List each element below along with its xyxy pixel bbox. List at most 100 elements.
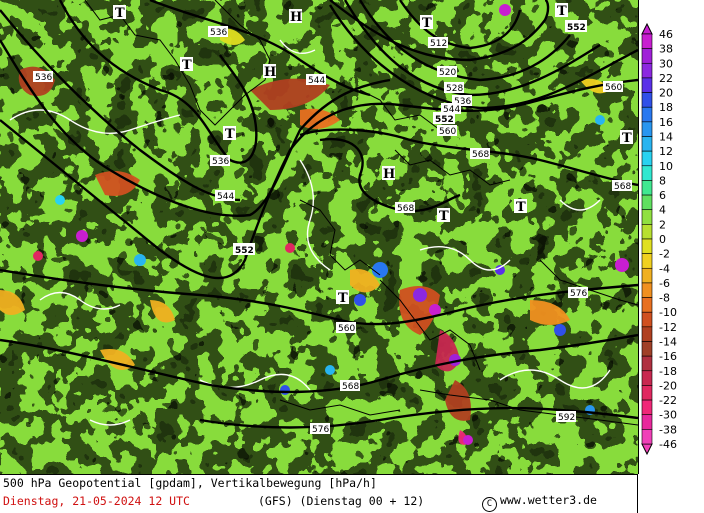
- legend-tick-label: -20: [659, 379, 677, 392]
- svg-text:T: T: [115, 6, 125, 21]
- legend-arrow-max: [641, 22, 653, 35]
- contour-label: 560: [437, 125, 457, 137]
- svg-text:536: 536: [212, 157, 229, 167]
- legend-tick-label: 10: [659, 160, 673, 173]
- low-center-marker: T: [223, 126, 236, 142]
- website-link[interactable]: www.wetter3.de: [500, 493, 597, 507]
- contour-label: 512: [428, 37, 448, 49]
- svg-text:560: 560: [439, 127, 456, 137]
- svg-text:H: H: [383, 167, 395, 182]
- legend-swatch: [641, 311, 653, 328]
- svg-text:528: 528: [446, 84, 463, 94]
- svg-text:536: 536: [454, 97, 471, 107]
- legend-tick-label: -16: [659, 350, 677, 363]
- contour-label: 536: [452, 95, 472, 107]
- legend-tick-label: 0: [659, 233, 666, 246]
- low-center-marker: T: [437, 208, 450, 224]
- low-center-marker: T: [180, 57, 193, 73]
- legend-tick-label: 12: [659, 145, 673, 158]
- svg-text:560: 560: [605, 83, 622, 93]
- contour-label: 552: [565, 20, 587, 33]
- low-center-marker: T: [113, 5, 126, 21]
- legend-tick-label: 46: [659, 28, 673, 41]
- high-center-marker: H: [289, 9, 302, 25]
- svg-text:T: T: [225, 127, 235, 142]
- svg-text:T: T: [422, 16, 432, 31]
- legend-swatch: [641, 180, 653, 196]
- low-center-marker: T: [620, 130, 633, 146]
- legend-tick-label: 6: [659, 189, 666, 202]
- legend-swatch: [641, 282, 653, 298]
- svg-text:576: 576: [312, 425, 329, 435]
- contour-label: 544: [306, 74, 326, 86]
- legend-swatch: [641, 297, 653, 313]
- contour-label: 520: [437, 66, 457, 78]
- low-center-marker: T: [336, 290, 349, 306]
- svg-text:520: 520: [439, 68, 456, 78]
- legend-tick-label: 4: [659, 204, 666, 217]
- contour-label: 560: [336, 322, 356, 334]
- low-center-marker: T: [420, 15, 433, 31]
- legend-tick-label: 18: [659, 101, 673, 114]
- legend-tick-label: 16: [659, 116, 673, 129]
- svg-text:568: 568: [614, 182, 631, 192]
- legend-swatch: [641, 370, 653, 386]
- svg-text:T: T: [516, 200, 526, 215]
- legend-swatch: [641, 150, 653, 167]
- legend-swatch: [641, 121, 653, 137]
- svg-text:544: 544: [217, 192, 234, 202]
- contour-label: 544: [215, 190, 235, 202]
- geopotential-isolines: [0, 0, 638, 429]
- legend-tick-label: -10: [659, 306, 677, 319]
- contour-label: 592: [556, 411, 576, 423]
- legend-swatch: [641, 399, 653, 416]
- contour-label: 576: [310, 423, 330, 435]
- low-center-marker: T: [514, 199, 527, 215]
- pressure-centers: T T T T H H T H T T T T: [113, 3, 633, 306]
- contour-label: 568: [395, 202, 415, 214]
- copyright-icon: C: [482, 497, 497, 512]
- legend-swatch: [641, 355, 653, 372]
- contour-label: 536: [33, 71, 53, 83]
- contour-label: 568: [612, 180, 632, 192]
- legend-tick-label: 30: [659, 57, 673, 70]
- svg-text:552: 552: [235, 246, 254, 256]
- legend-swatch: [641, 385, 653, 401]
- svg-text:T: T: [338, 291, 348, 306]
- legend-swatch: [641, 224, 653, 240]
- legend-tick-label: -12: [659, 321, 677, 334]
- high-center-marker: H: [382, 166, 395, 182]
- high-center-marker: H: [263, 64, 276, 80]
- legend-tick-label: -2: [659, 248, 670, 261]
- legend-swatch: [641, 267, 653, 284]
- legend-swatch: [641, 326, 653, 342]
- legend-tick-label: -8: [659, 292, 670, 305]
- legend-tick-label: -6: [659, 277, 670, 290]
- legend-swatch: [641, 48, 653, 64]
- legend-swatch: [641, 341, 653, 357]
- contour-label: 536: [210, 155, 230, 167]
- contour-labels: 536 536 536 544 544 552 552 552 512 520 …: [33, 20, 632, 435]
- svg-text:T: T: [182, 58, 192, 73]
- contour-label: 536: [208, 26, 228, 38]
- contour-label: 552: [233, 243, 255, 256]
- legend-tick-label: -4: [659, 262, 670, 275]
- svg-text:552: 552: [567, 23, 586, 33]
- legend-tick-label: 38: [659, 43, 673, 56]
- legend-tick-label: -38: [659, 423, 677, 436]
- svg-text:568: 568: [342, 382, 359, 392]
- color-legend: 46 38 30 22 20 18 16 14 12 10 8 6 4 2 0 -2 -4 -6 -8 -10 -12-…: [640, 22, 704, 456]
- legend-tick-label: 8: [659, 174, 666, 187]
- legend-swatch: [641, 92, 653, 108]
- svg-text:568: 568: [397, 204, 414, 214]
- svg-text:536: 536: [35, 73, 52, 83]
- svg-text:536: 536: [210, 28, 227, 38]
- contour-label: 568: [470, 148, 490, 160]
- svg-text:T: T: [557, 4, 567, 19]
- low-center-marker: T: [555, 3, 568, 19]
- legend-tick-label: -18: [659, 365, 677, 378]
- contour-label: 544: [441, 103, 461, 115]
- legend-swatch: [641, 33, 653, 49]
- valid-date: Dienstag, 21-05-2024 12 UTC: [3, 494, 190, 508]
